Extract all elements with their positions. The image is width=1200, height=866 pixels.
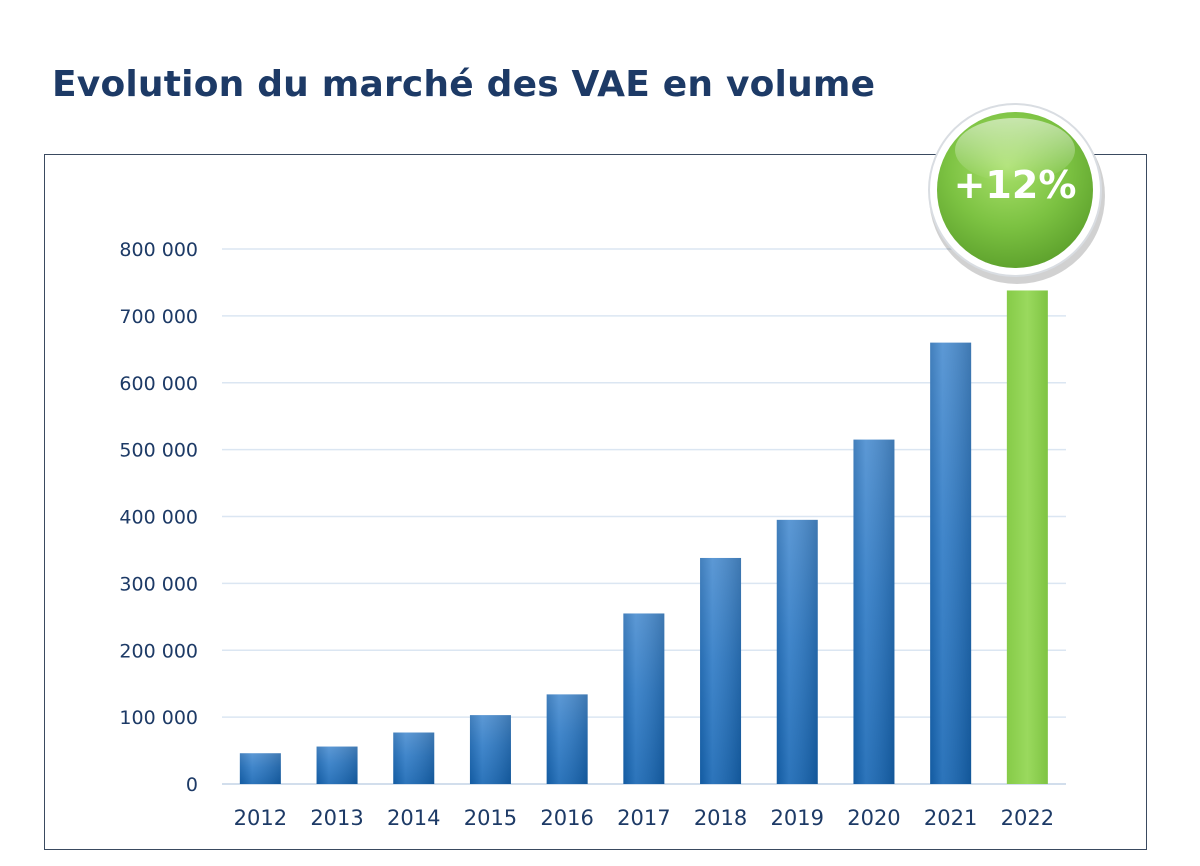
bar-shading — [776, 519, 818, 784]
y-tick-label: 700 000 — [119, 306, 198, 328]
y-tick-label: 100 000 — [119, 707, 198, 729]
x-tick-label: 2022 — [1001, 806, 1054, 830]
x-tick-label: 2016 — [540, 806, 593, 830]
bar-shading — [469, 715, 511, 784]
x-tick-label: 2021 — [924, 806, 977, 830]
y-axis-ticks: 0 100 000 200 000 300 000 400 000 500 000 600 … — [119, 239, 198, 796]
x-tick-label: 2015 — [464, 806, 517, 830]
x-tick-label: 2017 — [617, 806, 670, 830]
x-axis-labels: 2012 2013 2014 2015 2016 2017 2018 2019 2020 2021… — [234, 806, 1054, 830]
bar-shading — [853, 439, 895, 784]
bar-shading — [393, 732, 435, 784]
bar-shading — [700, 557, 742, 784]
bar-shading — [623, 613, 665, 784]
x-tick-label: 2020 — [847, 806, 900, 830]
y-tick-label: 400 000 — [119, 507, 198, 529]
y-tick-label: 600 000 — [119, 373, 198, 395]
bar-shading — [316, 746, 358, 784]
y-tick-label: 300 000 — [119, 573, 198, 595]
growth-badge-gloss — [955, 118, 1075, 182]
bar-shading — [930, 342, 972, 784]
growth-badge: +12% — [928, 103, 1105, 284]
bar-highlight-2022 — [1006, 290, 1048, 784]
growth-badge-label: +12% — [954, 163, 1077, 207]
bar-shading — [546, 694, 588, 784]
bar-shading — [239, 753, 281, 784]
x-tick-label: 2018 — [694, 806, 747, 830]
y-tick-label: 200 000 — [119, 640, 198, 662]
x-tick-label: 2013 — [310, 806, 363, 830]
y-tick-label: 500 000 — [119, 440, 198, 462]
x-tick-label: 2014 — [387, 806, 440, 830]
y-tick-label: 0 — [186, 774, 198, 796]
bars — [239, 290, 1048, 784]
chart-title: Evolution du marché des VAE en volume — [52, 64, 876, 105]
y-tick-label: 800 000 — [119, 239, 198, 261]
x-tick-label: 2019 — [771, 806, 824, 830]
x-tick-label: 2012 — [234, 806, 287, 830]
